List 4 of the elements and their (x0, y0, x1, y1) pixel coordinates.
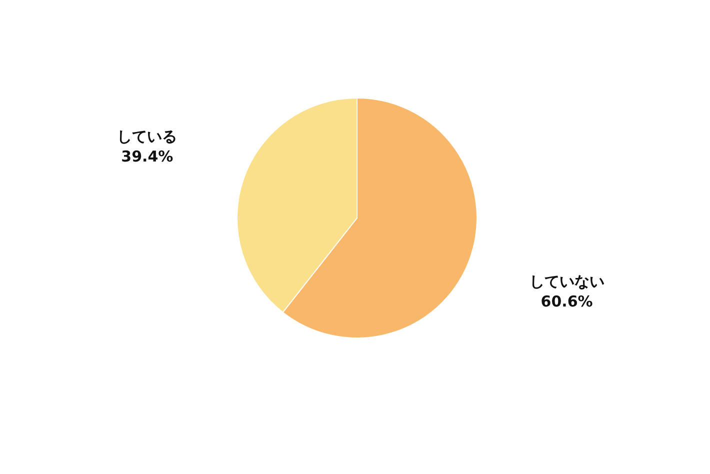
data-label: 39.4% (121, 147, 174, 166)
slice-label: していない (529, 272, 604, 291)
data-label: 60.6% (540, 292, 593, 311)
slice-label: している (117, 127, 178, 146)
